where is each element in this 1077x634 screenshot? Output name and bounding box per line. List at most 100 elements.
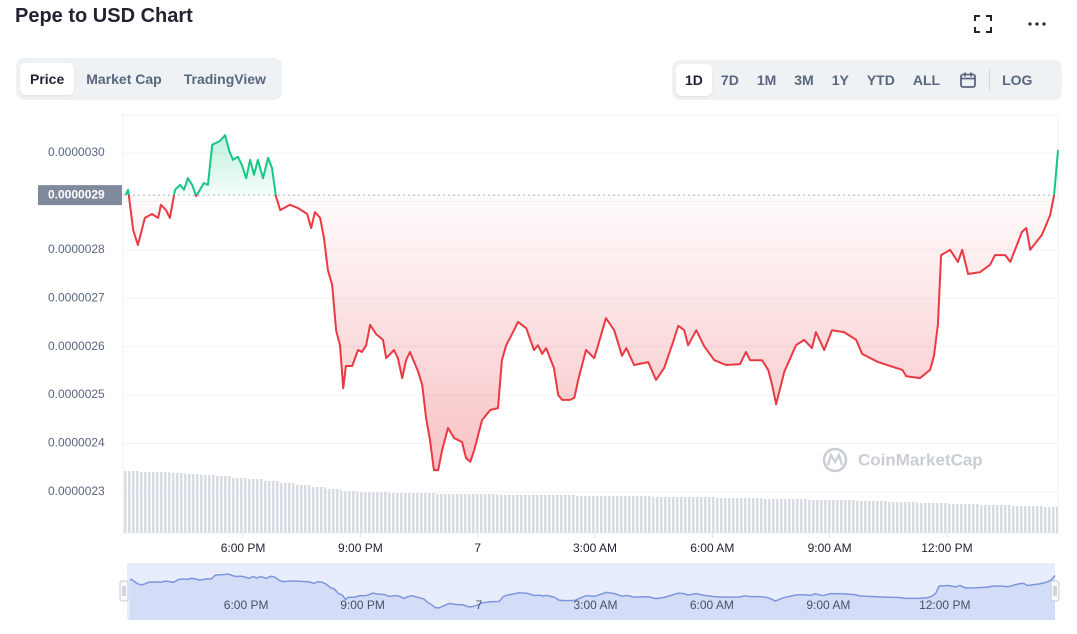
volume-bar: [1026, 506, 1043, 533]
more-icon[interactable]: [1027, 14, 1047, 34]
handle-grip: [122, 586, 126, 596]
volume-bar: [341, 491, 357, 533]
area-fill: [125, 135, 1058, 471]
y-tick-label: 0.0000026: [48, 339, 105, 353]
navigator-tick-label: 6:00 AM: [690, 598, 734, 612]
volume-bar: [325, 489, 342, 533]
x-tick-label: 9:00 AM: [808, 541, 852, 555]
x-tick-label: 9:00 PM: [338, 541, 383, 555]
volume-bar: [839, 500, 856, 533]
price-line: [124, 134, 1059, 472]
volume-bar: [294, 485, 310, 533]
volume-bar: [138, 472, 155, 533]
range-button[interactable]: YTD: [866, 72, 895, 88]
navigator-area: [129, 574, 1055, 620]
navigator-handle[interactable]: [1050, 580, 1060, 602]
volume-bar: [871, 501, 887, 533]
volume-bar: [621, 496, 638, 533]
volume-bar: [403, 493, 420, 533]
range-button[interactable]: 1D: [676, 64, 712, 96]
watermark-text: CoinMarketCap: [858, 450, 983, 469]
volume-bar: [574, 496, 591, 533]
volume-bar: [980, 505, 996, 533]
navigator-handle[interactable]: [119, 580, 129, 602]
volume-bar: [948, 504, 965, 533]
volume-bar: [761, 499, 778, 533]
volume-bar: [637, 496, 653, 533]
volume-bar: [512, 495, 529, 533]
volume-bar: [668, 497, 684, 533]
volume-bar: [387, 493, 404, 533]
range-button[interactable]: 3M: [794, 72, 814, 88]
volume-bar: [590, 496, 607, 533]
volume-bar: [917, 503, 934, 533]
volume-bar: [356, 492, 373, 533]
calendar-icon: [960, 72, 976, 88]
volume-bar: [543, 495, 560, 533]
volume-bar: [465, 494, 482, 533]
volume-bar: [793, 499, 809, 533]
volume-bar: [123, 471, 139, 533]
volume-bar: [434, 494, 451, 533]
chart-tab[interactable]: Price: [20, 63, 75, 95]
x-tick-label: 3:00 AM: [573, 541, 617, 555]
y-tick-label: 0.0000023: [48, 484, 105, 498]
volume-bar: [933, 503, 949, 533]
volume-bar: [169, 473, 186, 533]
volume-bar: [995, 505, 1012, 533]
reference-label-bg: [38, 185, 122, 206]
volume-bar: [964, 504, 981, 533]
volume-bar: [185, 474, 201, 533]
volume-bar: [372, 492, 388, 533]
x-tick-label: 6:00 AM: [690, 541, 734, 555]
volume-bar: [200, 475, 217, 533]
volume-bar: [606, 496, 622, 533]
range-button[interactable]: 1Y: [831, 72, 849, 88]
volume-bar: [824, 500, 840, 533]
navigator-tick-label: 12:00 PM: [919, 598, 970, 612]
navigator-tick-label: 3:00 AM: [573, 598, 617, 612]
x-tick-label: 6:00 PM: [221, 541, 266, 555]
volume-bar: [419, 493, 435, 533]
volume-bar: [886, 502, 903, 533]
volume-bar: [855, 501, 871, 533]
handle-body: [119, 580, 129, 602]
range-button[interactable]: 7D: [720, 72, 739, 88]
y-tick-label: 0.0000028: [48, 242, 105, 256]
reference-label: 0.0000029: [48, 187, 105, 201]
x-tick-label: 7: [474, 541, 481, 555]
range-button[interactable]: 1M: [756, 72, 777, 88]
fullscreen-icon[interactable]: [973, 14, 993, 34]
navigator-tick-label: 9:00 PM: [340, 598, 385, 612]
volume-bar: [450, 494, 466, 533]
handle-body: [1050, 580, 1060, 602]
volume-bar: [684, 497, 700, 533]
volume-bar: [1042, 507, 1058, 533]
range-button[interactable]: ALL: [912, 72, 941, 88]
navigator-tick-label: 6:00 PM: [224, 598, 269, 612]
chart-tab[interactable]: TradingView: [183, 71, 266, 87]
volume-bar: [263, 481, 279, 533]
y-tick-label: 0.0000025: [48, 387, 105, 401]
x-tick-label: 12:00 PM: [921, 541, 972, 555]
separator: [989, 69, 991, 91]
range-tabs: 1D 7D 1M 3M 1Y YTD ALL LOG: [672, 60, 1062, 100]
volume-bar: [777, 499, 794, 533]
volume-bar: [902, 502, 918, 533]
y-tick-label: 0.0000027: [48, 290, 105, 304]
volume-bar: [715, 498, 731, 533]
y-tick-label: 0.0000024: [48, 436, 105, 450]
chart-tab[interactable]: Market Cap: [86, 71, 162, 87]
calendar-button[interactable]: [949, 64, 987, 96]
log-button[interactable]: LOG: [1002, 72, 1033, 88]
volume-bar: [808, 500, 825, 533]
volume-bar: [216, 476, 233, 533]
volume-bar: [278, 483, 295, 533]
volume-bar: [1011, 506, 1027, 533]
watermark: CoinMarketCap: [822, 447, 983, 473]
title: Pepe to USD Chart: [15, 5, 193, 27]
navigator-tick-label: 7: [476, 598, 483, 612]
volume-bar: [559, 495, 575, 533]
